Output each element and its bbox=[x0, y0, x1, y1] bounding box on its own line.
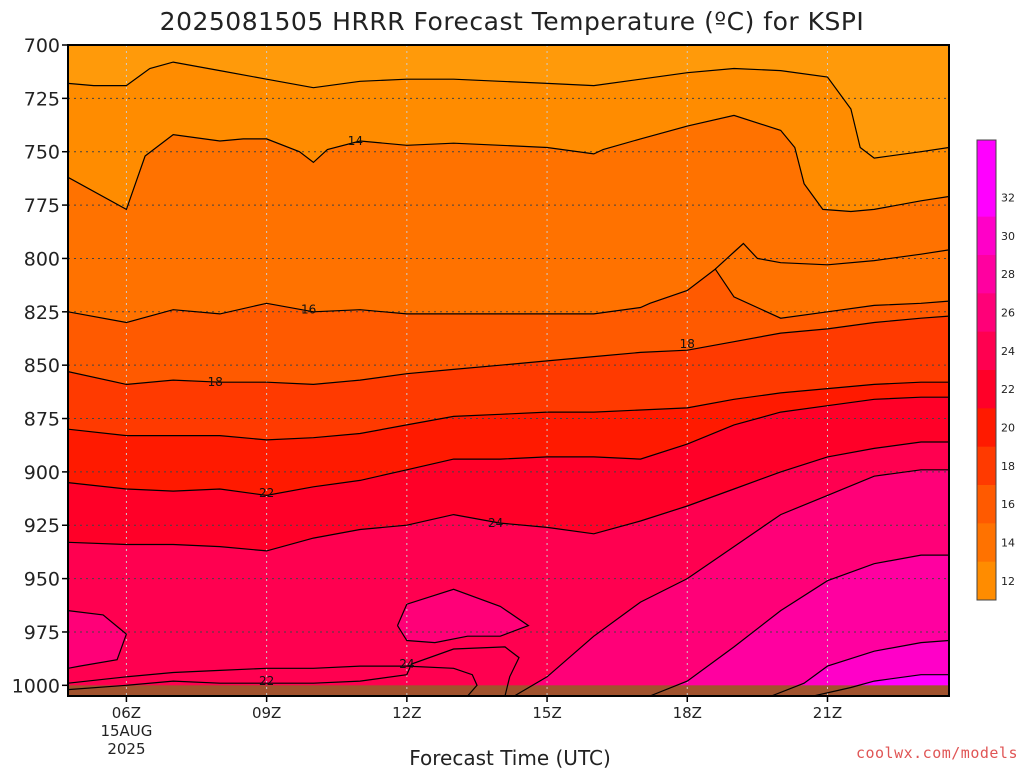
x-tick-date: 15AUG bbox=[100, 722, 152, 740]
colorbar-label-26: 26 bbox=[1001, 307, 1015, 320]
colorbar-label-18: 18 bbox=[1001, 460, 1015, 473]
colorbar-swatch-11 bbox=[977, 561, 996, 601]
contour-20-5 bbox=[68, 381, 949, 441]
y-tick-label-900: 900 bbox=[24, 462, 60, 484]
contour-32-11 bbox=[813, 674, 949, 696]
x-tick-label-15Z: 15Z bbox=[532, 704, 561, 722]
contour-14-1 bbox=[68, 114, 949, 213]
plot-frame bbox=[67, 44, 950, 697]
contour-26-8 bbox=[513, 469, 949, 696]
contour-26-13 bbox=[396, 588, 530, 644]
contour-18-4 bbox=[68, 315, 949, 386]
x-tick-label-21Z: 21Z bbox=[813, 704, 842, 722]
colorbar-label-22: 22 bbox=[1001, 383, 1015, 396]
colorbar-swatch-8 bbox=[977, 446, 996, 486]
x-tick-label-18Z: 18Z bbox=[673, 704, 702, 722]
contour-30-10 bbox=[771, 639, 949, 696]
colorbar-label-32: 32 bbox=[1001, 192, 1015, 205]
colorbar: 12 14 16 18 20 22 24 26 28 30 32 bbox=[976, 139, 1015, 601]
colorbar-label-24: 24 bbox=[1001, 345, 1015, 358]
colorbar-label-28: 28 bbox=[1001, 268, 1015, 281]
plot-area bbox=[68, 45, 949, 696]
y-tick-label-975: 975 bbox=[24, 622, 60, 644]
y-tick-label-875: 875 bbox=[24, 409, 60, 431]
y-tick-label-825: 825 bbox=[24, 302, 60, 324]
contour-16-3 bbox=[68, 268, 949, 324]
contour-label-7: 22 bbox=[259, 674, 274, 688]
colorbar-label-12: 12 bbox=[1001, 575, 1015, 588]
band-pocket-26 bbox=[68, 610, 127, 669]
colorbar-swatch-4 bbox=[977, 293, 996, 333]
chart-title: 2025081505 HRRR Forecast Temperature (ºC… bbox=[160, 7, 865, 36]
colorbar-swatch-10 bbox=[977, 523, 996, 563]
y-tick-label-700: 700 bbox=[24, 35, 60, 57]
y-tick-label-800: 800 bbox=[24, 248, 60, 270]
colorbar-swatch-9 bbox=[977, 485, 996, 524]
contour-label-3: 18 bbox=[208, 375, 223, 389]
colorbar-swatch-0 bbox=[977, 140, 996, 179]
contour-12-0 bbox=[68, 61, 949, 159]
colorbar-frame bbox=[976, 139, 997, 601]
colorbar-swatch-1 bbox=[977, 178, 996, 218]
colorbar-label-30: 30 bbox=[1001, 230, 1015, 243]
colorbar-swatch-6 bbox=[977, 370, 996, 409]
contour-14-2 bbox=[714, 242, 949, 270]
contour-label-6: 24 bbox=[399, 657, 414, 671]
colorbar-label-16: 16 bbox=[1001, 498, 1015, 511]
y-tick-label-1000: 1000 bbox=[12, 675, 60, 697]
y-axis: 700 725 750 775 800 825 850 875 900 925 950 975 1000 bbox=[12, 35, 68, 697]
contour-label-4: 22 bbox=[259, 486, 274, 500]
colorbar-label-20: 20 bbox=[1001, 422, 1015, 435]
contour-lines bbox=[68, 61, 949, 696]
x-tick-label-09Z: 09Z bbox=[252, 704, 281, 722]
y-tick-label-925: 925 bbox=[24, 515, 60, 537]
credit-text: coolwx.com/models bbox=[856, 744, 1018, 762]
x-axis-label: Forecast Time (UTC) bbox=[409, 746, 611, 768]
band-pocket-26 bbox=[397, 589, 529, 643]
contour-24-14 bbox=[68, 665, 478, 696]
colorbar-swatch-5 bbox=[977, 331, 996, 371]
contour-24-7 bbox=[68, 441, 949, 552]
colorbar-swatch-7 bbox=[977, 408, 996, 448]
grid bbox=[68, 45, 949, 696]
contour-26-12 bbox=[68, 610, 128, 669]
y-tick-label-750: 750 bbox=[24, 142, 60, 164]
x-tick-label-12Z: 12Z bbox=[392, 704, 421, 722]
y-tick-label-775: 775 bbox=[24, 195, 60, 217]
contour-label-1: 16 bbox=[301, 303, 316, 317]
contour-24-15 bbox=[68, 646, 520, 696]
contour-22-6 bbox=[68, 396, 949, 497]
contour-28-9 bbox=[649, 554, 949, 696]
colorbar-swatch-2 bbox=[977, 216, 996, 256]
y-tick-label-850: 850 bbox=[24, 355, 60, 377]
contour-label-5: 24 bbox=[488, 516, 503, 530]
contour-label-2: 18 bbox=[680, 337, 695, 351]
colorbar-label-14: 14 bbox=[1001, 537, 1015, 550]
ground-band bbox=[68, 685, 949, 696]
colorbar-swatch-3 bbox=[977, 255, 996, 294]
y-tick-label-950: 950 bbox=[24, 569, 60, 591]
y-tick-label-725: 725 bbox=[24, 88, 60, 110]
contour-label-0: 14 bbox=[348, 134, 363, 148]
x-tick-year: 2025 bbox=[107, 740, 145, 758]
contour-labels: 14 16 18 18 22 24 24 22 bbox=[208, 134, 695, 688]
x-tick-label-06Z: 06Z bbox=[112, 704, 141, 722]
